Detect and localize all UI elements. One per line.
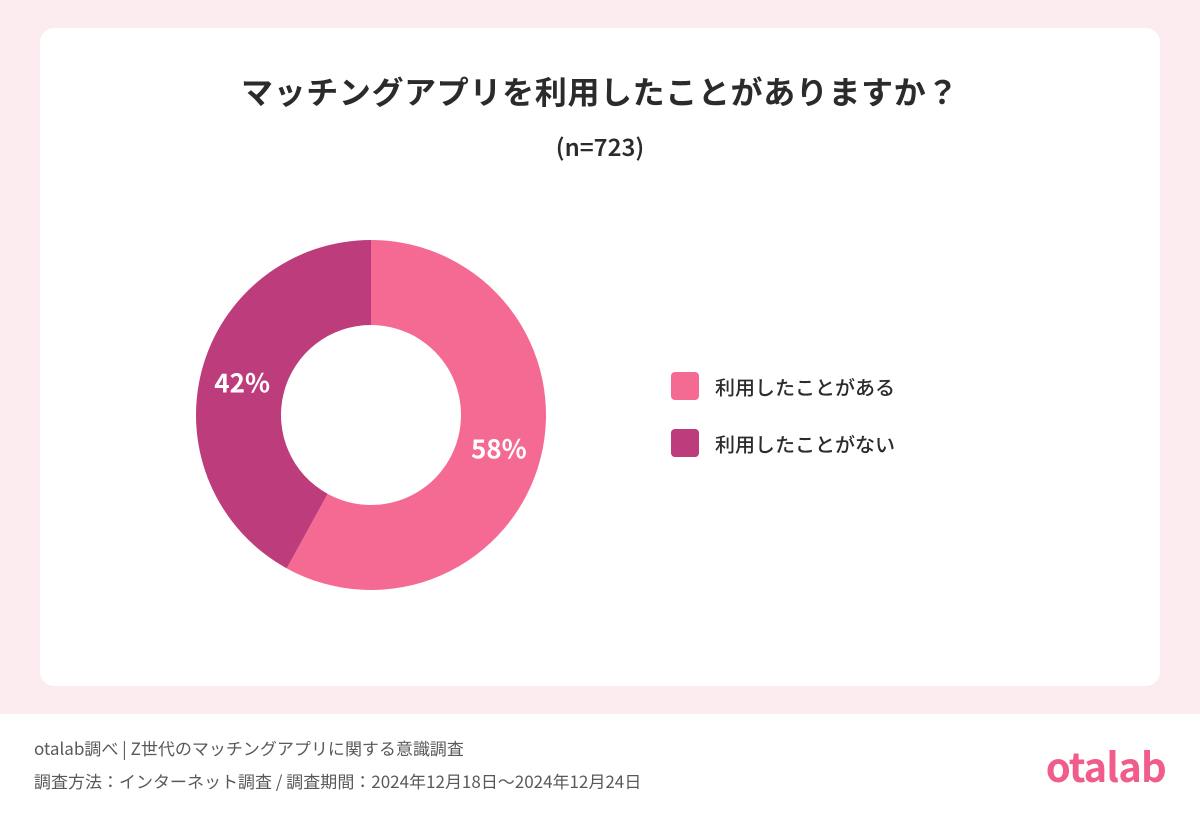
chart-card: マッチングアプリを利用したことがありますか？ (n=723) 58% 42% 利用… — [40, 28, 1160, 686]
page: マッチングアプリを利用したことがありますか？ (n=723) 58% 42% 利用… — [0, 0, 1200, 817]
donut-chart: 58% 42% — [191, 235, 551, 595]
slice-label-used: 58% — [471, 429, 527, 466]
footer-text: otalab調べ | Z世代のマッチングアプリに関する意識調査 調査方法：インタ… — [34, 732, 641, 797]
footer: otalab調べ | Z世代のマッチングアプリに関する意識調査 調査方法：インタ… — [0, 714, 1200, 817]
brand-logo: otalab — [1046, 736, 1166, 794]
footer-line-1: otalab調べ | Z世代のマッチングアプリに関する意識調査 — [34, 732, 641, 764]
chart-cell: 58% 42% — [90, 235, 651, 595]
chart-title: マッチングアプリを利用したことがありますか？ — [90, 68, 1110, 114]
legend-label-not_used: 利用したことがない — [715, 429, 895, 458]
legend: 利用したことがある利用したことがない — [651, 372, 1110, 458]
chart-subtitle: (n=723) — [90, 128, 1110, 163]
legend-swatch-used — [671, 372, 699, 400]
legend-label-used: 利用したことがある — [715, 372, 895, 401]
footer-line-2: 調査方法：インターネット調査 / 調査期間：2024年12月18日〜2024年1… — [34, 765, 641, 797]
slice-label-not_used: 42% — [214, 363, 270, 400]
chart-row: 58% 42% 利用したことがある利用したことがない — [90, 173, 1110, 656]
outer-frame: マッチングアプリを利用したことがありますか？ (n=723) 58% 42% 利用… — [0, 0, 1200, 714]
legend-item-used: 利用したことがある — [671, 372, 1110, 401]
legend-swatch-not_used — [671, 429, 699, 457]
legend-item-not_used: 利用したことがない — [671, 429, 1110, 458]
